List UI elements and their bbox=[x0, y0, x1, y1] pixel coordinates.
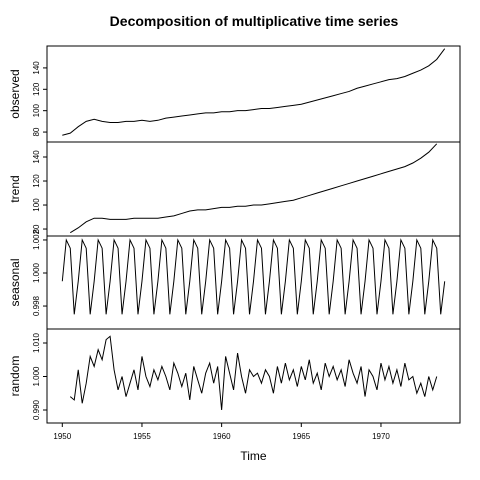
y-axis-label: random bbox=[8, 356, 22, 397]
x-axis-label: Time bbox=[240, 449, 267, 463]
x-tick-label: 1950 bbox=[53, 432, 71, 441]
y-tick-label: 1.010 bbox=[32, 332, 41, 353]
y-tick-label: 140 bbox=[32, 61, 41, 75]
y-tick-label: 0.998 bbox=[32, 295, 41, 316]
x-tick-label: 1960 bbox=[213, 432, 231, 441]
x-tick-label: 1955 bbox=[133, 432, 151, 441]
y-tick-label: 1.002 bbox=[32, 229, 41, 250]
y-tick-label: 80 bbox=[32, 127, 41, 136]
y-tick-label: 120 bbox=[32, 82, 41, 96]
panel-frame bbox=[46, 141, 461, 237]
y-tick-label: 0.990 bbox=[32, 399, 41, 420]
x-tick-label: 1970 bbox=[372, 432, 390, 441]
series-line bbox=[69, 335, 438, 411]
panel-frame bbox=[46, 328, 461, 424]
y-tick-label: 1.000 bbox=[32, 262, 41, 283]
chart-title: Decomposition of multiplicative time ser… bbox=[110, 13, 399, 29]
series-line bbox=[61, 238, 446, 315]
series-line bbox=[70, 143, 438, 234]
y-tick-label: 80 bbox=[32, 224, 41, 233]
y-axis-label: seasonal bbox=[8, 258, 22, 306]
y-tick-label: 120 bbox=[32, 174, 41, 188]
x-tick-label: 1965 bbox=[292, 432, 310, 441]
y-axis-label: observed bbox=[8, 69, 22, 118]
y-tick-label: 100 bbox=[32, 103, 41, 117]
y-tick-label: 1.000 bbox=[32, 366, 41, 387]
series-line bbox=[62, 48, 446, 136]
y-tick-label: 140 bbox=[32, 150, 41, 164]
y-axis-label: trend bbox=[8, 175, 22, 202]
y-tick-label: 100 bbox=[32, 198, 41, 212]
panel-frame bbox=[46, 45, 461, 143]
